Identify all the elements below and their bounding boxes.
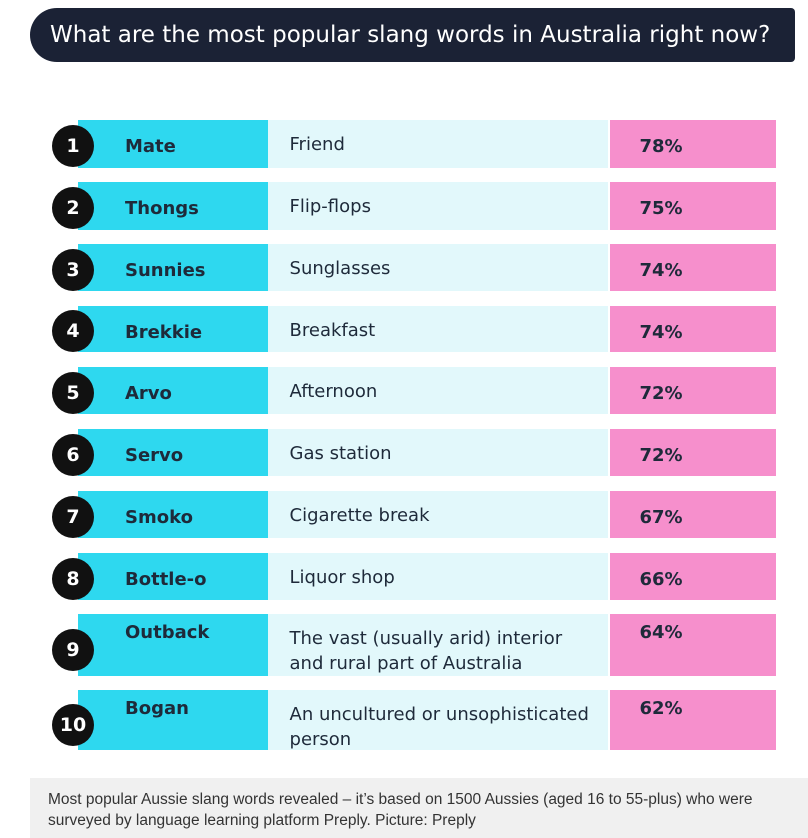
percentage: 74% [610,306,776,352]
slang-word: Bottle-o [78,553,268,600]
slang-word: Brekkie [78,306,268,352]
percentage: 78% [610,120,776,168]
meaning: Cigarette break [267,491,609,538]
table-row: Mate Friend 78% 1 [52,120,776,168]
caption: Most popular Aussie slang words revealed… [30,778,808,838]
table-row: Smoko Cigarette break 67% 7 [52,491,776,538]
meaning: The vast (usually arid) interior and rur… [267,614,609,676]
table-row: Bogan An uncultured or unsophisticated pe… [52,690,776,750]
meaning: Liquor shop [267,553,609,600]
table-row: Arvo Afternoon 72% 5 [52,367,776,414]
meaning: Afternoon [267,367,609,414]
slang-word: Servo [78,429,268,476]
percentage: 74% [610,244,776,291]
rank-badge: 7 [52,495,94,538]
rank-badge: 4 [52,310,94,352]
slang-word: Bogan [78,690,268,750]
meaning: Sunglasses [267,244,609,291]
rank-badge: 2 [52,187,94,229]
slang-word: Outback [78,614,268,676]
rank-badge: 8 [52,557,94,600]
rank-badge: 1 [52,125,94,167]
meaning: Gas station [267,429,609,476]
meaning: Flip-flops [267,182,609,230]
slang-word: Arvo [78,367,268,414]
percentage: 66% [610,553,776,600]
rank-badge: 9 [52,629,94,671]
percentage: 72% [610,429,776,476]
title: What are the most popular slang words in… [30,8,795,62]
table-row: Bottle-o Liquor shop 66% 8 [52,553,776,600]
percentage: 72% [610,367,776,414]
rank-badge: 5 [52,371,94,414]
slang-word: Mate [78,120,268,168]
percentage: 64% [610,614,776,676]
rank-badge: 6 [52,433,94,476]
slang-word: Sunnies [78,244,268,291]
rank-badge: 3 [52,248,94,291]
percentage: 62% [610,690,776,750]
meaning: Breakfast [267,306,609,352]
meaning: An uncultured or unsophisticated person [267,690,609,750]
meaning: Friend [267,120,609,168]
slang-word: Smoko [78,491,268,538]
percentage: 67% [610,491,776,538]
table-row: Servo Gas station 72% 6 [52,429,776,476]
slang-word: Thongs [78,182,268,230]
rank-badge: 10 [52,704,94,746]
percentage: 75% [610,182,776,230]
table-row: Thongs Flip-flops 75% 2 [52,182,776,230]
table-row: Brekkie Breakfast 74% 4 [52,306,776,352]
table-row: Sunnies Sunglasses 74% 3 [52,244,776,291]
table-row: Outback The vast (usually arid) interior … [52,614,776,676]
